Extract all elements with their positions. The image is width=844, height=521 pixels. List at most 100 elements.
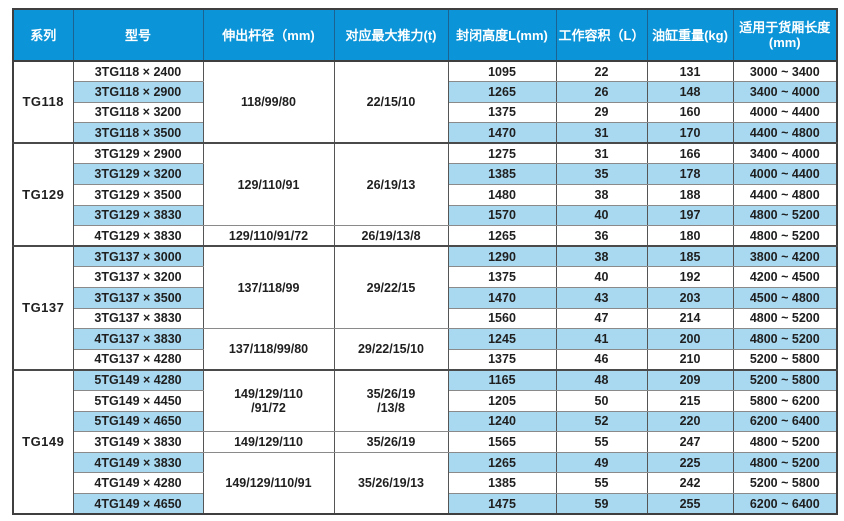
thrust-cell: 29/22/15 — [333, 245, 449, 330]
cylinder-weight-cell: 220 — [646, 410, 734, 433]
model-cell: 4TG129 × 3830 — [72, 225, 204, 247]
box-length-cell: 4800 ~ 5200 — [732, 451, 838, 474]
closed-height-cell: 1475 — [447, 492, 557, 515]
closed-height-cell: 1205 — [447, 390, 557, 412]
table-row: 3TG118 × 2900 1265 26 148 3400 ~ 4000 — [13, 81, 838, 103]
box-length-cell: 3400 ~ 4000 — [732, 81, 838, 103]
thrust-cell: 35/26/19 /13/8 — [333, 368, 449, 433]
model-cell: 3TG129 × 3200 — [72, 163, 204, 186]
table-row: 5TG149 × 4650 1240 52 220 6200 ~ 6400 — [13, 410, 838, 433]
closed-height-cell: 1470 — [447, 287, 557, 309]
working-volume-cell: 55 — [555, 431, 648, 453]
cylinder-weight-cell: 192 — [646, 266, 734, 289]
cylinder-weight-cell: 225 — [646, 451, 734, 474]
box-length-cell: 6200 ~ 6400 — [732, 410, 838, 433]
box-length-cell: 5200 ~ 5800 — [732, 348, 838, 371]
box-length-cell: 4800 ~ 5200 — [732, 204, 838, 227]
cylinder-weight-cell: 247 — [646, 431, 734, 453]
model-cell: 3TG118 × 2400 — [72, 60, 204, 83]
box-length-cell: 4200 ~ 4500 — [732, 266, 838, 289]
rod-diameter-cell: 149/129/110/91 — [202, 451, 335, 515]
table-row: 4TG137 × 3830 137/118/99/80 29/22/15/10 124… — [13, 328, 838, 371]
model-cell: 3TG149 × 3830 — [72, 431, 204, 453]
series-cell: TG129 — [12, 142, 74, 247]
model-cell: 4TG137 × 3830 — [72, 328, 204, 350]
closed-height-cell: 1480 — [447, 184, 557, 206]
model-cell: 3TG129 × 2900 — [72, 142, 204, 165]
thrust-cell: 26/19/13 — [333, 142, 449, 227]
closed-height-cell: 1470 — [447, 122, 557, 144]
table-row: 3TG129 × 3200 1385 35 178 4000 ~ 4400 — [13, 163, 838, 186]
spec-table: 系列 型号 伸出杆径（mm) 对应最大推力(t) 封闭高度L(mm) 工作容积（… — [12, 8, 838, 516]
table-row: 3TG137 × 3200 1375 40 192 4200 ~ 4500 — [13, 266, 838, 289]
thrust-cell: 26/19/13/8 — [333, 225, 449, 247]
series-cell: TG118 — [12, 59, 74, 144]
working-volume-cell: 43 — [555, 287, 648, 309]
cylinder-weight-cell: 160 — [646, 101, 734, 124]
working-volume-cell: 22 — [555, 60, 648, 83]
table-row: TG149 5TG149 × 4280 149/129/110 /91/72 35/2… — [12, 368, 838, 515]
cylinder-weight-cell: 148 — [646, 81, 734, 103]
spec-table-body: TG118 3TG118 × 2400 118/99/80 22/15/10 1095 2… — [12, 59, 838, 515]
model-cell: 4TG149 × 4280 — [72, 472, 204, 494]
spec-sheet: 系列 型号 伸出杆径（mm) 对应最大推力(t) 封闭高度L(mm) 工作容积（… — [12, 8, 838, 516]
table-row: TG137 3TG137 × 3000 137/118/99 29/22/15 1290… — [12, 245, 838, 371]
header-max-thrust: 对应最大推力(t) — [333, 8, 449, 62]
thrust-cell: 22/15/10 — [333, 59, 449, 144]
header-working-volume: 工作容积（L） — [555, 8, 648, 62]
box-length-cell: 4800 ~ 5200 — [732, 225, 838, 247]
working-volume-cell: 31 — [555, 142, 648, 165]
cylinder-weight-cell: 188 — [646, 184, 734, 206]
model-cell: 3TG129 × 3830 — [72, 204, 204, 227]
working-volume-cell: 36 — [555, 225, 648, 247]
cylinder-weight-cell: 215 — [646, 390, 734, 412]
model-cell: 3TG118 × 2900 — [72, 81, 204, 103]
working-volume-cell: 48 — [555, 368, 648, 391]
box-length-cell: 4000 ~ 4400 — [732, 163, 838, 186]
spec-table-header: 系列 型号 伸出杆径（mm) 对应最大推力(t) 封闭高度L(mm) 工作容积（… — [12, 8, 838, 62]
working-volume-cell: 29 — [555, 101, 648, 124]
box-length-cell: 5200 ~ 5800 — [732, 368, 838, 391]
working-volume-cell: 40 — [555, 204, 648, 227]
model-cell: 3TG118 × 3200 — [72, 101, 204, 124]
cylinder-weight-cell: 210 — [646, 348, 734, 371]
box-length-cell: 4000 ~ 4400 — [732, 101, 838, 124]
cylinder-weight-cell: 170 — [646, 122, 734, 144]
model-cell: 4TG149 × 4650 — [72, 492, 204, 515]
box-length-cell: 5200 ~ 5800 — [732, 472, 838, 494]
thrust-cell: 29/22/15/10 — [333, 328, 449, 371]
table-row: 4TG129 × 3830 129/110/91/72 26/19/13/8 1265… — [13, 225, 838, 247]
working-volume-cell: 49 — [555, 451, 648, 474]
working-volume-cell: 52 — [555, 410, 648, 433]
closed-height-cell: 1245 — [447, 328, 557, 350]
header-box-length: 适用于货厢长度(mm) — [732, 8, 838, 62]
working-volume-cell: 38 — [555, 184, 648, 206]
cylinder-weight-cell: 197 — [646, 204, 734, 227]
model-cell: 3TG137 × 3500 — [72, 287, 204, 309]
rod-diameter-cell: 149/129/110 /91/72 — [202, 368, 335, 433]
working-volume-cell: 50 — [555, 390, 648, 412]
table-row: TG118 3TG118 × 2400 118/99/80 22/15/10 1095 2… — [12, 59, 838, 144]
table-row: 3TG149 × 3830 149/129/110 35/26/19 1565 55 24… — [13, 431, 838, 453]
box-length-cell: 4400 ~ 4800 — [732, 122, 838, 144]
closed-height-cell: 1165 — [447, 368, 557, 391]
series-cell: TG137 — [12, 245, 74, 371]
closed-height-cell: 1375 — [447, 348, 557, 371]
cylinder-weight-cell: 209 — [646, 368, 734, 391]
model-cell: 3TG118 × 3500 — [72, 122, 204, 144]
model-cell: 4TG137 × 4280 — [72, 348, 204, 371]
rod-diameter-cell: 149/129/110 — [202, 431, 335, 453]
closed-height-cell: 1385 — [447, 163, 557, 186]
rod-diameter-cell: 129/110/91 — [202, 142, 335, 227]
working-volume-cell: 35 — [555, 163, 648, 186]
model-cell: 3TG137 × 3000 — [72, 245, 204, 268]
header-cylinder-weight: 油缸重量(kg) — [646, 8, 734, 62]
model-cell: 4TG149 × 3830 — [72, 451, 204, 474]
rod-diameter-cell: 137/118/99/80 — [202, 328, 335, 371]
closed-height-cell: 1265 — [447, 81, 557, 103]
rod-diameter-cell: 137/118/99 — [202, 245, 335, 330]
table-row: 3TG137 × 3830 1560 47 214 4800 ~ 5200 — [13, 307, 838, 330]
model-cell: 5TG149 × 4650 — [72, 410, 204, 433]
working-volume-cell: 59 — [555, 492, 648, 515]
thrust-cell: 35/26/19 — [333, 431, 449, 453]
